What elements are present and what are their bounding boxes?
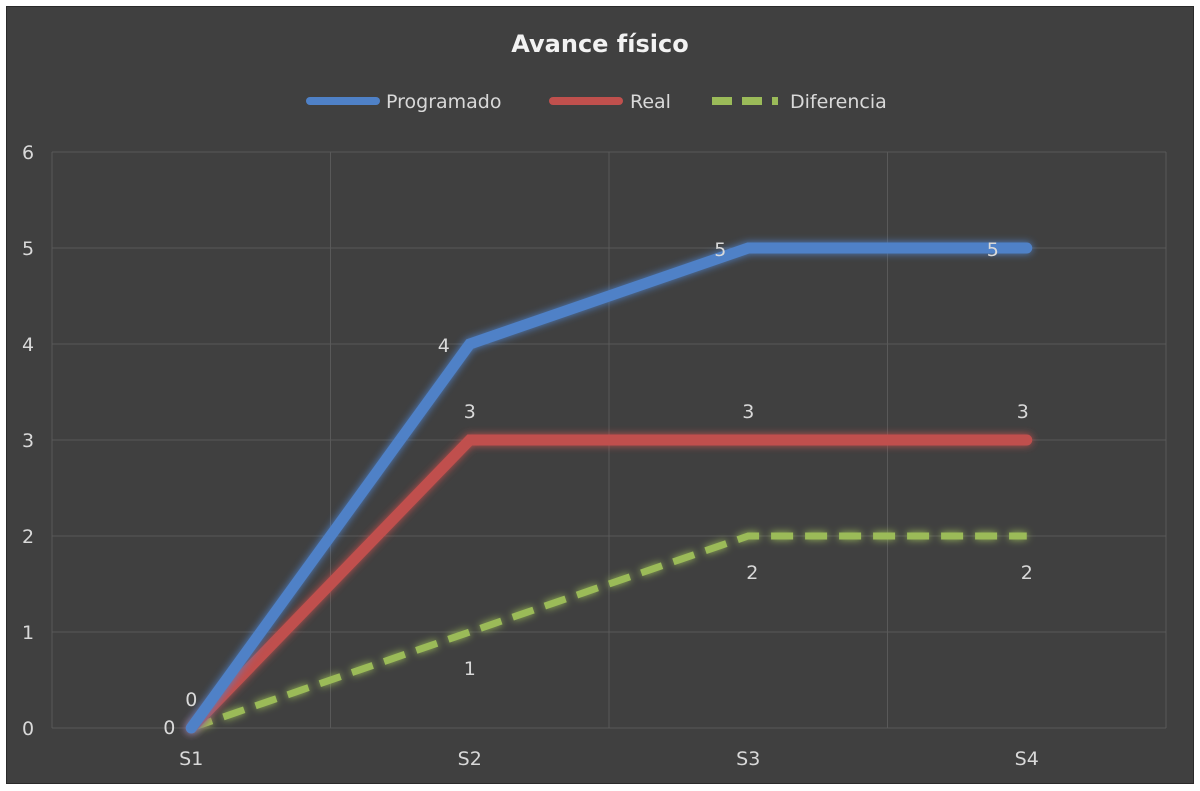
data-label: 3 (464, 401, 476, 423)
data-label: 5 (987, 239, 999, 261)
chart-frame (6, 6, 1194, 784)
y-tick-label: 5 (22, 238, 34, 260)
chart-title: Avance físico (511, 30, 688, 58)
data-label: 2 (1021, 562, 1033, 584)
data-label: 3 (1017, 401, 1029, 423)
y-tick-label: 0 (22, 718, 34, 740)
data-label: 1 (464, 658, 476, 680)
data-label: 4 (438, 335, 450, 357)
data-labels: 0 4 5 5 0 3 3 3 1 2 2 (163, 239, 1033, 739)
data-label: 2 (746, 562, 758, 584)
series-lines (185, 242, 1033, 734)
y-tick-label: 2 (22, 526, 34, 548)
x-tick-label: S3 (736, 748, 760, 770)
data-label: 3 (742, 401, 754, 423)
data-label: 5 (714, 239, 726, 261)
x-axis-ticks: S1 S2 S3 S4 (179, 748, 1039, 770)
series-line-diferencia (190, 532, 1027, 732)
legend: Programado Real Diferencia (306, 91, 887, 113)
y-tick-label: 6 (22, 142, 34, 164)
x-tick-label: S1 (179, 748, 203, 770)
x-tick-label: S4 (1015, 748, 1039, 770)
y-tick-label: 4 (22, 334, 34, 356)
legend-label: Real (630, 91, 671, 113)
y-tick-label: 3 (22, 430, 34, 452)
y-tick-label: 1 (22, 622, 34, 644)
data-label: 0 (163, 717, 175, 739)
legend-label: Programado (386, 91, 502, 113)
legend-label: Diferencia (790, 91, 887, 113)
series-line-programado (185, 242, 1033, 734)
series-line-real (185, 434, 1033, 734)
x-tick-label: S2 (458, 748, 482, 770)
data-label: 0 (185, 689, 197, 711)
y-axis-ticks: 0 1 2 3 4 5 6 (22, 142, 34, 740)
